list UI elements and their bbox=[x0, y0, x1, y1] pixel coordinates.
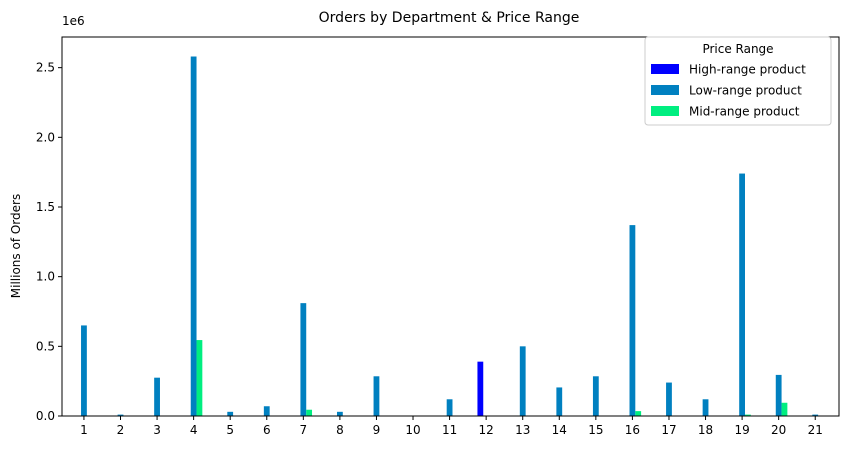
legend-entry-label: Mid-range product bbox=[689, 105, 800, 119]
x-tick-label: 10 bbox=[405, 423, 420, 437]
bar-low-range-product-dept-13 bbox=[519, 346, 526, 416]
y-offset-text: 1e6 bbox=[62, 14, 85, 28]
bar-low-range-product-dept-4 bbox=[190, 56, 197, 416]
y-axis-label: Millions of Orders bbox=[9, 194, 23, 298]
bar-low-range-product-dept-14 bbox=[556, 387, 563, 416]
bar-low-range-product-dept-17 bbox=[666, 382, 672, 416]
y-tick-label: 1.5 bbox=[36, 200, 55, 214]
x-tick-label: 9 bbox=[373, 423, 381, 437]
x-tick-label: 5 bbox=[226, 423, 234, 437]
x-tick-label: 11 bbox=[442, 423, 457, 437]
chart-title: Orders by Department & Price Range bbox=[319, 10, 580, 26]
bar-low-range-product-dept-2 bbox=[117, 414, 124, 416]
bar-mid-range-product-dept-19 bbox=[745, 414, 751, 416]
bar-low-range-product-dept-19 bbox=[739, 173, 745, 416]
x-tick-label: 2 bbox=[117, 423, 125, 437]
bar-low-range-product-dept-21 bbox=[812, 414, 819, 416]
x-tick-label: 17 bbox=[661, 423, 676, 437]
legend-entry-label: Low-range product bbox=[689, 84, 802, 98]
x-tick-label: 1 bbox=[80, 423, 88, 437]
legend-swatch bbox=[651, 85, 679, 95]
x-tick-label: 6 bbox=[263, 423, 271, 437]
bar-mid-range-product-dept-7 bbox=[306, 409, 313, 416]
x-tick-label: 19 bbox=[734, 423, 749, 437]
bar-low-range-product-dept-7 bbox=[300, 303, 307, 416]
legend-box bbox=[644, 36, 832, 126]
bar-high-range-product-dept-12 bbox=[477, 361, 484, 416]
bar-mid-range-product-dept-20 bbox=[781, 402, 788, 416]
bars-layer bbox=[81, 56, 819, 416]
bar-low-range-product-dept-20 bbox=[775, 374, 782, 416]
x-tick-label: 18 bbox=[698, 423, 713, 437]
legend-title: Price Range bbox=[702, 42, 773, 56]
x-tick-label: 7 bbox=[300, 423, 308, 437]
legend-entry-label: High-range product bbox=[689, 63, 806, 77]
axes-layer: 0.00.51.01.52.02.51 2 3 4 5 6 7 8 9 10 11 12 13 14 15 1… bbox=[36, 36, 840, 437]
x-tick-label: 14 bbox=[552, 423, 567, 437]
x-tick-label: 12 bbox=[479, 423, 494, 437]
y-tick-label: 0.5 bbox=[36, 339, 55, 353]
bar-low-range-product-dept-6 bbox=[263, 406, 270, 416]
legend-swatch bbox=[651, 106, 679, 116]
bar-low-range-product-dept-3 bbox=[154, 377, 160, 416]
bar-low-range-product-dept-18 bbox=[702, 399, 709, 416]
bar-low-range-product-dept-8 bbox=[336, 411, 343, 416]
bar-mid-range-product-dept-4 bbox=[196, 340, 203, 416]
y-tick-label: 1.0 bbox=[36, 270, 55, 284]
bar-low-range-product-dept-5 bbox=[227, 411, 234, 416]
x-tick-label: 15 bbox=[588, 423, 603, 437]
x-tick-label: 16 bbox=[625, 423, 640, 437]
y-tick-label: 2.5 bbox=[36, 61, 55, 75]
plot-frame bbox=[61, 36, 840, 417]
x-tick-label: 8 bbox=[336, 423, 344, 437]
x-tick-label: 3 bbox=[153, 423, 161, 437]
x-tick-label: 13 bbox=[515, 423, 530, 437]
bar-low-range-product-dept-15 bbox=[592, 376, 599, 416]
bar-low-range-product-dept-1 bbox=[81, 325, 87, 416]
x-tick-label: 21 bbox=[808, 423, 823, 437]
legend-swatch bbox=[651, 64, 679, 74]
x-tick-label: 20 bbox=[771, 423, 786, 437]
y-tick-label: 0.0 bbox=[36, 409, 55, 423]
bar-low-range-product-dept-9 bbox=[373, 376, 380, 416]
bar-low-range-product-dept-11 bbox=[446, 399, 453, 416]
y-tick-label: 2.0 bbox=[36, 130, 55, 144]
bar-mid-range-product-dept-16 bbox=[635, 411, 642, 416]
bar-low-range-product-dept-16 bbox=[629, 225, 636, 416]
legend: Price Range High-range product Low-range p… bbox=[644, 36, 832, 126]
x-tick-label: 4 bbox=[190, 423, 198, 437]
